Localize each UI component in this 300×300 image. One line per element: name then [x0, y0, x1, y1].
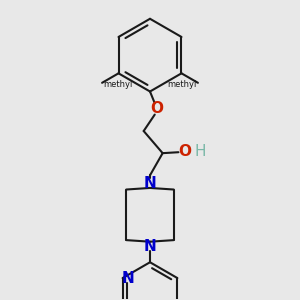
Text: methyl: methyl — [104, 80, 133, 89]
Text: N: N — [122, 271, 135, 286]
Text: O: O — [178, 144, 191, 159]
Text: O: O — [150, 101, 163, 116]
Text: N: N — [144, 176, 156, 191]
Text: N: N — [144, 239, 156, 254]
Text: H: H — [195, 144, 206, 159]
Text: methyl: methyl — [167, 80, 196, 89]
